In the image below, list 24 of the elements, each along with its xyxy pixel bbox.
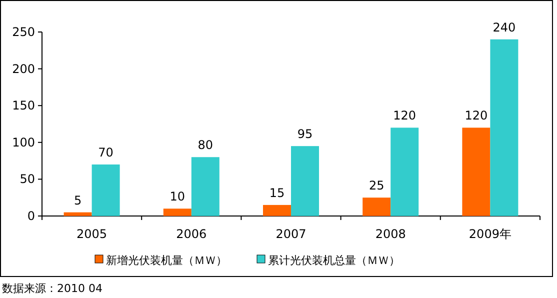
- legend-label: 累计光伏装机总量（ＭＷ）: [268, 254, 400, 267]
- y-tick-label: 200: [12, 62, 35, 76]
- data-label: 80: [198, 138, 214, 152]
- y-tick-label: 250: [12, 25, 35, 39]
- data-label: 95: [297, 127, 313, 142]
- data-label: 5: [74, 193, 82, 208]
- data-label: 10: [170, 190, 186, 204]
- annotation: 数据来源：2010 04: [2, 282, 102, 295]
- y-tick-label: 100: [12, 135, 35, 150]
- data-label: 15: [269, 186, 285, 200]
- y-tick-label: 150: [12, 98, 35, 113]
- y-tick-label: 0: [27, 209, 35, 223]
- data-label: 240: [492, 20, 516, 34]
- data-label: 25: [368, 178, 384, 193]
- x-tick-label: 2007: [276, 227, 306, 241]
- x-tick-label: 2008: [375, 227, 406, 241]
- y-tick-label: 50: [20, 172, 35, 186]
- x-tick-label: 2005: [76, 227, 108, 241]
- x-tick-label: 2009年: [468, 227, 512, 241]
- data-label: 120: [464, 108, 488, 123]
- data-label: 70: [98, 145, 114, 160]
- legend-label: 新增光伏装机量（ＭＷ）: [106, 254, 227, 267]
- x-tick-label: 2006: [176, 227, 207, 241]
- data-label: 120: [393, 108, 416, 123]
